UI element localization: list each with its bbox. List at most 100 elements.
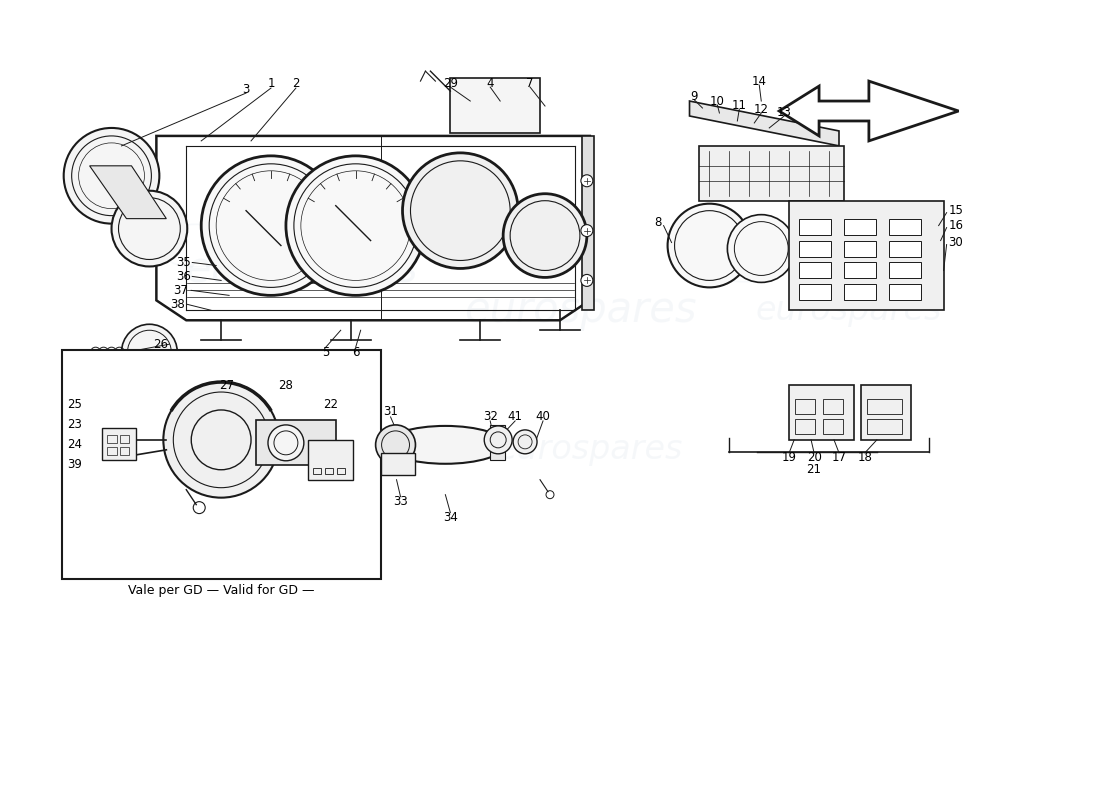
- Bar: [844, 285, 876, 300]
- Bar: [450, 78, 540, 133]
- Circle shape: [484, 426, 513, 454]
- Bar: [867, 419, 902, 434]
- Text: 35: 35: [176, 256, 191, 269]
- Bar: [120, 435, 130, 443]
- Bar: [120, 447, 130, 455]
- Circle shape: [286, 156, 426, 295]
- Text: 38: 38: [170, 298, 185, 311]
- Text: 24: 24: [67, 438, 81, 451]
- Text: 20: 20: [806, 451, 822, 464]
- Circle shape: [668, 204, 751, 287]
- Circle shape: [201, 156, 341, 295]
- Text: 16: 16: [948, 219, 964, 232]
- Text: 8: 8: [654, 216, 661, 229]
- Bar: [889, 262, 921, 278]
- Bar: [823, 399, 843, 414]
- Text: 9: 9: [691, 90, 698, 102]
- Text: 32: 32: [483, 410, 497, 423]
- Text: 39: 39: [67, 458, 81, 471]
- Text: 21: 21: [806, 463, 822, 476]
- Bar: [789, 201, 944, 310]
- Text: eurospares: eurospares: [756, 294, 942, 327]
- Bar: [844, 241, 876, 257]
- Polygon shape: [779, 81, 958, 141]
- Bar: [795, 419, 815, 434]
- Text: 34: 34: [443, 511, 458, 524]
- Bar: [889, 285, 921, 300]
- Text: 13: 13: [777, 106, 792, 119]
- Polygon shape: [690, 101, 839, 146]
- Circle shape: [403, 153, 518, 269]
- Bar: [799, 285, 830, 300]
- Text: 2: 2: [293, 77, 299, 90]
- Bar: [799, 262, 830, 278]
- Text: 36: 36: [176, 270, 191, 283]
- Circle shape: [121, 324, 177, 380]
- Text: 25: 25: [67, 398, 81, 411]
- Ellipse shape: [386, 426, 505, 464]
- Bar: [700, 146, 844, 201]
- Text: 3: 3: [242, 82, 250, 95]
- Text: 11: 11: [732, 98, 747, 111]
- Text: 37: 37: [174, 284, 188, 297]
- Bar: [889, 241, 921, 257]
- Text: 14: 14: [751, 74, 767, 88]
- Text: 28: 28: [278, 378, 294, 391]
- Bar: [337, 468, 344, 474]
- Text: 6: 6: [352, 346, 360, 358]
- Text: 40: 40: [536, 410, 550, 423]
- Bar: [381, 453, 416, 474]
- Polygon shape: [89, 166, 166, 218]
- Text: 10: 10: [710, 94, 725, 107]
- Bar: [107, 435, 117, 443]
- Text: 19: 19: [782, 451, 796, 464]
- Text: eurospares: eurospares: [185, 250, 417, 291]
- Bar: [256, 420, 336, 465]
- Text: 18: 18: [858, 451, 872, 464]
- Bar: [823, 419, 843, 434]
- Text: 33: 33: [393, 495, 408, 508]
- Circle shape: [581, 274, 593, 286]
- Bar: [867, 399, 902, 414]
- Text: 22: 22: [323, 398, 339, 411]
- Bar: [308, 440, 353, 480]
- Circle shape: [513, 430, 537, 454]
- Text: 17: 17: [832, 451, 847, 464]
- Bar: [582, 136, 594, 310]
- Text: 4: 4: [486, 77, 494, 90]
- Bar: [107, 447, 117, 455]
- Text: 30: 30: [948, 236, 964, 249]
- Bar: [861, 385, 911, 440]
- Circle shape: [581, 174, 593, 186]
- Bar: [889, 218, 921, 234]
- Bar: [844, 218, 876, 234]
- Text: 12: 12: [754, 102, 769, 115]
- Bar: [312, 468, 321, 474]
- Text: 31: 31: [383, 406, 398, 418]
- Bar: [799, 218, 830, 234]
- Text: 27: 27: [219, 378, 233, 391]
- Text: 5: 5: [322, 346, 330, 358]
- Bar: [62, 350, 381, 579]
- Text: Vale per GD — Valid for GD —: Vale per GD — Valid for GD —: [128, 584, 315, 598]
- Circle shape: [375, 425, 416, 465]
- Text: 23: 23: [67, 418, 81, 431]
- Text: 1: 1: [267, 77, 275, 90]
- Circle shape: [503, 194, 587, 278]
- Text: eurospares: eurospares: [118, 438, 305, 471]
- Text: 7: 7: [526, 77, 534, 90]
- Text: 26: 26: [153, 338, 168, 350]
- Circle shape: [268, 425, 304, 461]
- Text: 29: 29: [443, 77, 458, 90]
- Circle shape: [64, 128, 160, 224]
- Text: eurospares: eurospares: [463, 290, 696, 331]
- Circle shape: [163, 382, 279, 498]
- Bar: [795, 399, 815, 414]
- Text: eurospares: eurospares: [497, 434, 683, 466]
- Bar: [799, 241, 830, 257]
- Bar: [101, 428, 136, 460]
- Bar: [491, 425, 505, 460]
- Bar: [789, 385, 854, 440]
- Bar: [324, 468, 333, 474]
- Circle shape: [111, 190, 187, 266]
